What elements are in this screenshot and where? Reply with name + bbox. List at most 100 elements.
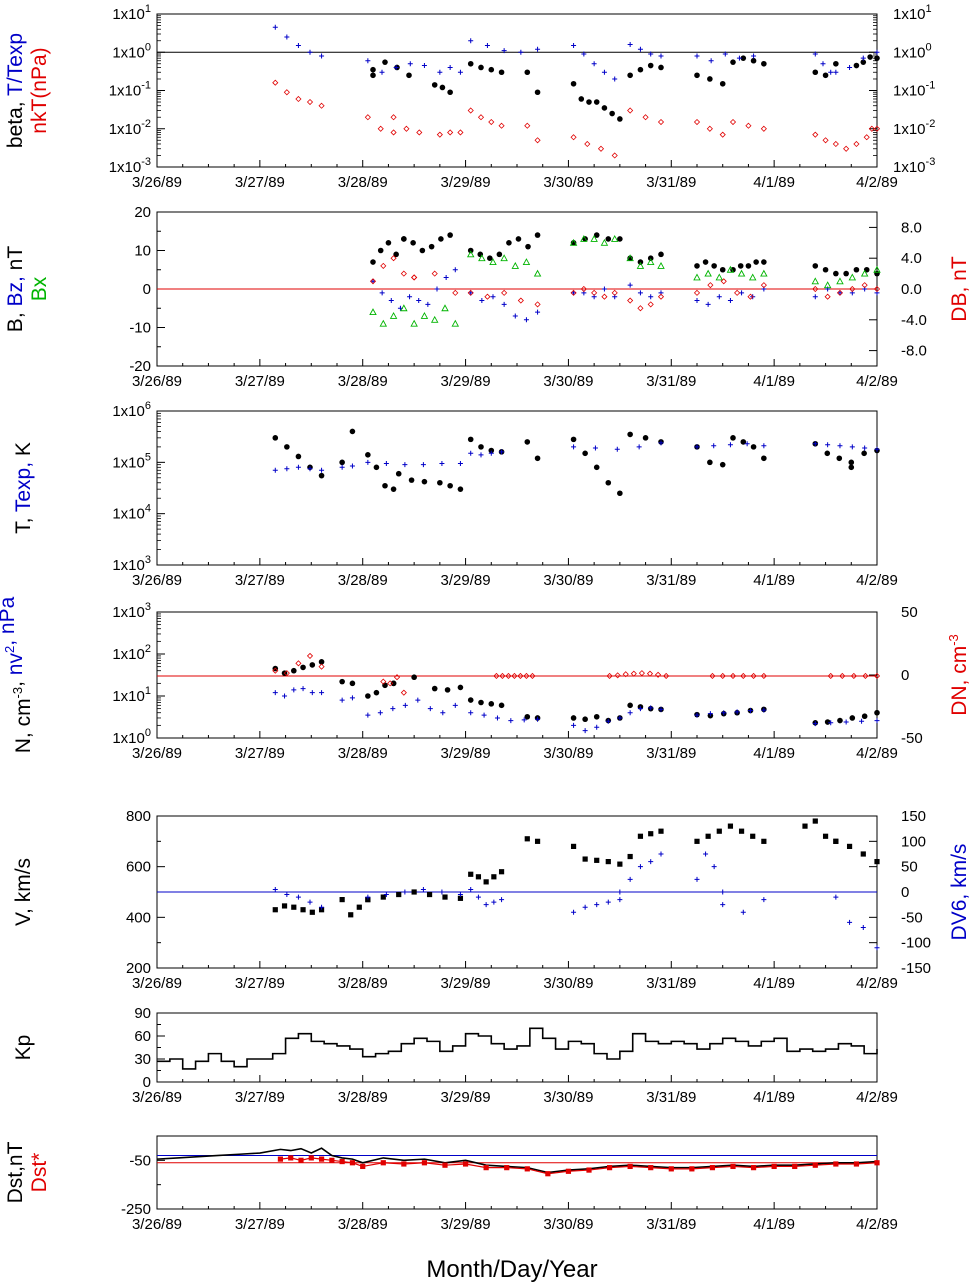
x-tick-label: 3/27/89 xyxy=(235,572,285,589)
data-point xyxy=(594,857,600,863)
data-point xyxy=(626,254,634,262)
data-point xyxy=(860,924,866,930)
data-point xyxy=(726,265,735,273)
data-point xyxy=(812,131,819,138)
data-point xyxy=(822,137,829,144)
data-point xyxy=(272,79,279,86)
data-point xyxy=(847,64,853,70)
data-point xyxy=(747,708,753,714)
y-tick-label: 20 xyxy=(134,204,151,221)
data-point xyxy=(833,69,839,75)
data-point xyxy=(873,265,881,273)
data-point xyxy=(365,897,371,903)
series-line xyxy=(157,1027,878,1070)
data-point xyxy=(419,247,426,254)
y-tick-label: 1x10-3 xyxy=(109,156,151,176)
data-point xyxy=(478,452,484,458)
x-tick-label: 4/1/89 xyxy=(753,174,795,191)
data-point xyxy=(593,464,600,471)
data-point xyxy=(627,1163,633,1170)
data-point xyxy=(648,294,654,300)
data-point xyxy=(836,289,844,296)
series-dst-1 xyxy=(277,1155,880,1177)
data-point xyxy=(657,118,665,126)
data-point xyxy=(511,261,520,269)
data-point xyxy=(761,60,767,67)
data-point xyxy=(442,1162,448,1168)
data-point xyxy=(738,828,745,834)
data-point xyxy=(750,57,757,64)
data-point xyxy=(853,140,860,148)
data-point xyxy=(627,876,633,882)
data-point xyxy=(874,49,880,55)
data-point xyxy=(694,838,700,844)
data-point xyxy=(600,238,609,246)
y-tick-label: 200 xyxy=(126,960,151,977)
data-point xyxy=(812,818,818,824)
data-point xyxy=(861,282,868,289)
data-point xyxy=(452,289,459,296)
series-dst-0 xyxy=(156,1147,878,1174)
panel-b: 3/26/89 3/27/89 3/28/89 3/29/89 3/30/89 3/31/… xyxy=(129,204,927,390)
data-point xyxy=(349,463,355,469)
right-tick-label: 1x100 xyxy=(893,41,932,61)
y-axis-label-secondary: Dst* xyxy=(28,1153,51,1193)
data-point xyxy=(403,125,410,132)
data-point xyxy=(524,122,531,129)
data-point xyxy=(571,444,577,450)
data-point xyxy=(727,823,734,829)
data-point xyxy=(483,879,489,885)
data-point xyxy=(387,680,394,687)
data-point xyxy=(382,482,388,489)
data-point xyxy=(306,652,314,659)
data-point xyxy=(647,62,654,69)
data-point xyxy=(693,289,701,296)
data-point xyxy=(761,838,767,844)
data-point xyxy=(836,277,844,285)
x-tick-label: 3/26/89 xyxy=(132,745,182,762)
data-point xyxy=(444,687,451,693)
data-point xyxy=(319,467,325,473)
data-point xyxy=(396,891,402,898)
data-point xyxy=(760,282,767,289)
data-point xyxy=(420,886,426,892)
data-point xyxy=(467,107,474,114)
data-point xyxy=(825,442,831,448)
data-point xyxy=(369,278,377,285)
data-point xyxy=(727,442,733,448)
data-point xyxy=(319,904,325,910)
data-point xyxy=(593,99,600,105)
x-tick-label: 3/27/89 xyxy=(235,174,285,191)
data-point xyxy=(535,716,541,722)
x-tick-label: 3/27/89 xyxy=(235,1089,285,1106)
x-tick-label: 3/28/89 xyxy=(338,174,388,191)
data-point xyxy=(824,450,831,457)
y-axis-label: Dst,nT xyxy=(4,1141,27,1203)
data-point xyxy=(467,60,474,67)
data-point xyxy=(478,699,484,706)
data-point xyxy=(393,674,401,681)
x-tick-label: 3/26/89 xyxy=(132,572,182,589)
x-tick-label: 3/26/89 xyxy=(132,174,182,191)
data-point xyxy=(508,718,514,724)
data-point xyxy=(833,270,839,277)
data-point xyxy=(504,1165,510,1171)
data-point xyxy=(703,851,709,857)
data-point xyxy=(642,435,649,441)
data-point xyxy=(721,710,727,716)
data-point xyxy=(617,116,623,122)
data-point xyxy=(637,46,643,52)
data-point xyxy=(524,1166,530,1172)
data-point xyxy=(859,718,865,724)
data-point xyxy=(702,259,709,265)
data-point xyxy=(760,672,767,680)
data-point xyxy=(591,289,598,296)
data-point xyxy=(521,717,527,723)
data-point xyxy=(524,836,530,842)
data-point xyxy=(451,319,460,327)
data-point xyxy=(827,672,834,680)
data-point xyxy=(580,285,587,293)
right-tick-label: 4.0 xyxy=(901,250,922,267)
data-point xyxy=(498,69,505,76)
data-point xyxy=(318,472,325,479)
